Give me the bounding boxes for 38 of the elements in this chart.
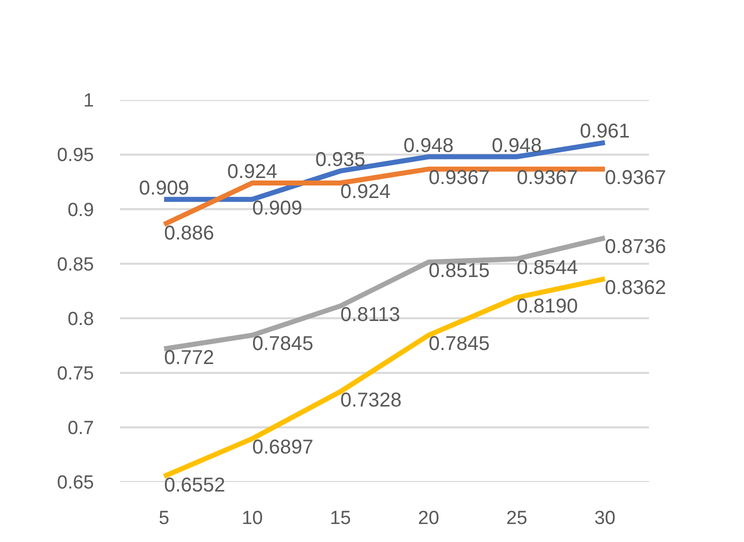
data-label: 0.948 <box>404 134 454 157</box>
data-label: 0.7845 <box>252 333 314 356</box>
x-tick-label: 30 <box>594 508 616 529</box>
data-label: 0.8544 <box>516 256 578 279</box>
data-label: 0.8190 <box>516 296 578 318</box>
data-label: 0.6552 <box>164 474 226 496</box>
data-label: 0.8515 <box>428 260 490 282</box>
data-label: 0.9367 <box>516 167 578 190</box>
y-tick-label: 0.7 <box>68 418 94 440</box>
x-tick-label: 20 <box>418 508 440 529</box>
data-label: 0.909 <box>139 177 190 200</box>
data-label: 0.9367 <box>428 167 490 190</box>
data-label: 0.8736 <box>604 236 666 258</box>
data-label: 0.8113 <box>340 304 400 326</box>
x-tick-label: 10 <box>242 508 263 529</box>
data-label: 0.886 <box>164 222 214 244</box>
data-label: 0.948 <box>492 134 542 157</box>
data-label: 0.924 <box>227 160 278 183</box>
y-tick-label: 0.75 <box>57 364 94 385</box>
x-tick-label: 25 <box>506 508 528 529</box>
data-label: 0.9367 <box>604 167 666 190</box>
y-tick-label: 0.9 <box>68 200 94 221</box>
y-tick-label: 0.95 <box>57 145 94 166</box>
data-label: 0.8362 <box>604 276 666 299</box>
y-tick-label: 0.8 <box>68 308 94 330</box>
y-tick-label: 1 <box>83 90 94 112</box>
data-label: 0.909 <box>252 197 302 220</box>
x-tick-label: 15 <box>330 508 351 529</box>
x-tick-label: 5 <box>158 508 170 529</box>
y-tick-label: 0.85 <box>57 254 94 276</box>
data-label: 0.924 <box>340 180 390 203</box>
y-tick-label: 0.65 <box>57 472 94 494</box>
data-label: 0.6897 <box>252 436 314 459</box>
data-label: 0.961 <box>580 120 630 143</box>
data-label: 0.7845 <box>428 333 490 356</box>
data-label: 0.935 <box>315 148 366 171</box>
data-label: 0.772 <box>164 346 214 369</box>
data-label: 0.7328 <box>340 390 402 412</box>
